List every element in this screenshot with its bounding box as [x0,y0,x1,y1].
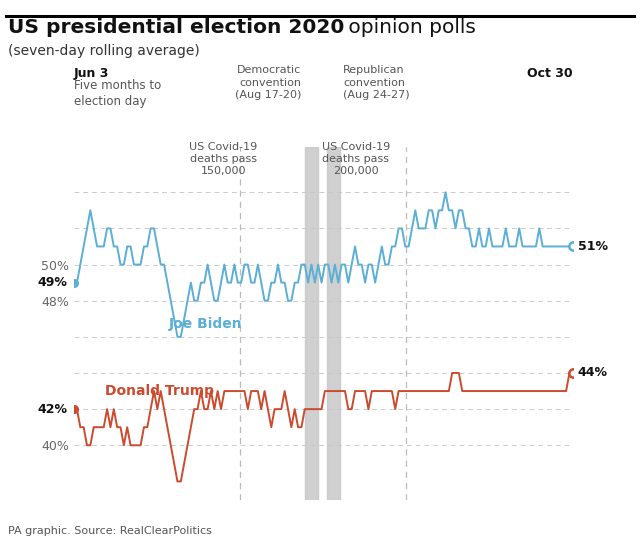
Text: Republican
convention
(Aug 24-27): Republican convention (Aug 24-27) [344,65,410,100]
Text: (seven-day rolling average): (seven-day rolling average) [8,44,200,58]
Text: Five months to
election day: Five months to election day [74,79,161,108]
Bar [305,147,317,500]
Text: 49%: 49% [38,276,68,289]
Text: US Covid-19
deaths pass
200,000: US Covid-19 deaths pass 200,000 [321,142,390,176]
Text: opinion polls: opinion polls [342,18,476,37]
Text: 51%: 51% [578,240,608,253]
Text: Jun 3: Jun 3 [74,67,109,79]
Text: 42%: 42% [38,402,68,416]
Bar [327,147,340,500]
Text: US presidential election 2020: US presidential election 2020 [8,18,345,37]
Text: Joe Biden: Joe Biden [168,317,242,331]
Text: 44%: 44% [578,366,608,380]
Text: Democratic
convention
(Aug 17-20): Democratic convention (Aug 17-20) [235,65,301,100]
Text: Oct 30: Oct 30 [527,67,573,79]
Text: US Covid-19
deaths pass
150,000: US Covid-19 deaths pass 150,000 [189,142,257,176]
Text: Donald Trump: Donald Trump [104,384,214,398]
Text: PA graphic. Source: RealClearPolitics: PA graphic. Source: RealClearPolitics [8,526,212,536]
